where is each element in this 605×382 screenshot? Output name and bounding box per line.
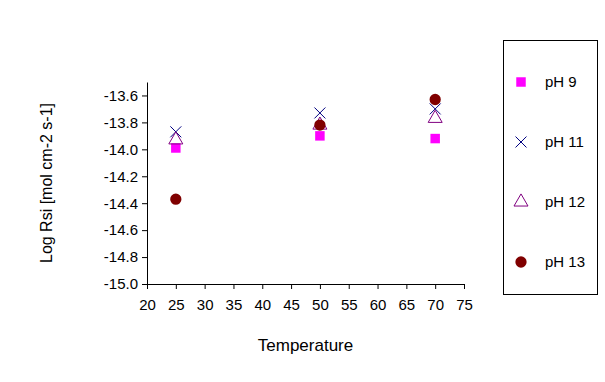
tick: -14.4 <box>104 195 147 212</box>
tick-label: -15.0 <box>104 275 138 292</box>
tick-label: 25 <box>168 296 185 313</box>
tick-mark <box>291 284 292 289</box>
legend-marker <box>516 77 525 86</box>
tick-label: 60 <box>370 296 387 313</box>
tick: -13.8 <box>104 114 147 131</box>
legend-marker <box>516 137 527 148</box>
tick-mark <box>176 284 177 289</box>
legend-entry: pH 13 <box>515 253 585 270</box>
tick: 30 <box>197 284 214 313</box>
tick-label: -14.2 <box>104 168 138 185</box>
tick: 20 <box>139 284 156 313</box>
legend-label: pH 12 <box>545 193 585 210</box>
tick-label: 75 <box>456 296 473 313</box>
tick-mark <box>205 284 206 289</box>
tick-mark <box>406 284 407 289</box>
series <box>169 110 442 144</box>
legend-entry: pH 9 <box>516 73 576 90</box>
tick-label: -14.0 <box>104 141 138 158</box>
tick: 25 <box>168 284 185 313</box>
x-axis: 20 25 30 35 40 45 50 55 60 65 70 75 <box>139 284 473 313</box>
tick: -13.6 <box>104 87 147 104</box>
point <box>430 94 441 105</box>
tick-mark <box>147 284 148 289</box>
tick-label: 65 <box>399 296 416 313</box>
tick: 75 <box>456 284 473 313</box>
point <box>315 131 324 140</box>
points <box>169 94 442 205</box>
legend-marker <box>515 256 526 267</box>
tick: 35 <box>226 284 243 313</box>
point <box>314 119 325 130</box>
legend-label: pH 13 <box>545 253 585 270</box>
point <box>430 134 439 143</box>
tick-mark <box>349 284 350 289</box>
tick-mark <box>142 149 147 150</box>
tick-label: 20 <box>139 296 156 313</box>
tick-mark <box>435 284 436 289</box>
tick: -14.6 <box>104 221 147 238</box>
tick: 70 <box>427 284 444 313</box>
tick: -14.8 <box>104 248 147 265</box>
tick-label: -14.8 <box>104 248 138 265</box>
tick-mark <box>262 284 263 289</box>
chart: 202530354045505560657075-15.0-14.8-14.6-… <box>0 0 605 382</box>
tick-label: 70 <box>427 296 444 313</box>
tick-label: -13.6 <box>104 87 138 104</box>
tick-mark <box>233 284 234 289</box>
tick-label: -14.4 <box>104 195 138 212</box>
tick-mark <box>142 230 147 231</box>
series <box>171 131 440 153</box>
tick: 60 <box>370 284 387 313</box>
tick-mark <box>142 122 147 123</box>
tick-mark <box>142 176 147 177</box>
x-axis-title: Temperature <box>258 336 353 355</box>
tick: 45 <box>283 284 300 313</box>
tick-label: -14.6 <box>104 221 138 238</box>
tick-label: 45 <box>283 296 300 313</box>
tick: -14.0 <box>104 141 147 158</box>
tick: 50 <box>312 284 329 313</box>
legend-label: pH 11 <box>545 133 584 150</box>
axis-line <box>148 284 465 285</box>
point <box>171 143 180 152</box>
y-axis: -15.0 -14.8 -14.6 -14.4 -14.2 -14.0 -13.8 -13.6 <box>104 83 148 293</box>
legend: pH 9 pH 11 pH 12 pH 13 <box>504 41 598 295</box>
tick-label: 40 <box>254 296 271 313</box>
tick: -15.0 <box>104 275 147 292</box>
tick-mark <box>142 257 147 258</box>
point <box>169 132 183 144</box>
point <box>428 110 442 122</box>
legend-entry: pH 11 <box>516 133 584 150</box>
tick-label: 30 <box>197 296 214 313</box>
legend-marker <box>514 194 528 206</box>
legend-box <box>504 41 598 295</box>
y-axis-title: Log Rsi [mol cm-2 s-1] <box>38 103 55 263</box>
legend-label: pH 9 <box>545 73 577 90</box>
axis-line <box>147 83 148 285</box>
tick-mark <box>142 284 147 285</box>
tick-label: 35 <box>226 296 243 313</box>
tick: 40 <box>254 284 271 313</box>
tick-label: 50 <box>312 296 329 313</box>
tick-mark <box>320 284 321 289</box>
series <box>170 103 440 137</box>
tick-mark <box>142 95 147 96</box>
tick-label: 55 <box>341 296 358 313</box>
legend-entry: pH 12 <box>514 193 585 210</box>
tick-mark <box>378 284 379 289</box>
tick: 55 <box>341 284 358 313</box>
tick: -14.2 <box>104 168 147 185</box>
point <box>170 194 181 205</box>
tick-mark <box>464 284 465 289</box>
tick: 65 <box>399 284 416 313</box>
tick-label: -13.8 <box>104 114 138 131</box>
tick-mark <box>142 203 147 204</box>
series <box>170 94 441 205</box>
